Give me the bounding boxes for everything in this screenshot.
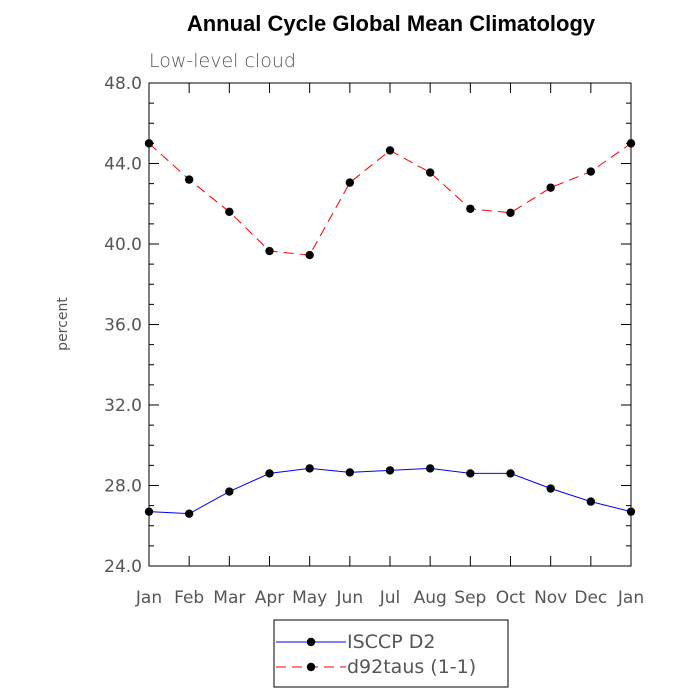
y-tick-label: 40.0	[104, 235, 142, 255]
x-tick-label: Jul	[379, 588, 401, 608]
y-tick-label: 44.0	[104, 155, 142, 175]
y-axis-label: percent	[55, 297, 71, 351]
data-point	[506, 469, 515, 478]
data-point	[144, 139, 154, 148]
data-point	[345, 178, 355, 187]
legend-label-2: d92taus (1-1)	[347, 656, 476, 678]
data-point	[345, 468, 355, 477]
data-point	[626, 507, 636, 516]
x-tick-label: Mar	[213, 588, 245, 608]
data-point	[466, 469, 475, 478]
data-point	[225, 487, 234, 496]
legend-marker-2	[306, 662, 316, 672]
data-point	[385, 466, 395, 475]
data-point	[184, 175, 194, 184]
legend-marker-1	[306, 637, 316, 647]
x-tick-label: Jan	[135, 588, 162, 608]
y-tick-label: 32.0	[104, 396, 142, 416]
x-tick-label: Sep	[454, 588, 486, 608]
data-point	[265, 469, 274, 478]
data-point	[586, 497, 596, 506]
y-tick-label: 28.0	[104, 477, 142, 497]
series-line-1	[148, 467, 632, 515]
data-point	[305, 250, 314, 260]
data-point	[385, 146, 395, 155]
data-point	[265, 246, 274, 256]
data-point	[546, 484, 555, 493]
chart-title: Annual Cycle Global Mean Climatology	[187, 11, 596, 36]
data-point	[184, 509, 194, 518]
data-point	[466, 204, 475, 213]
data-point	[586, 167, 596, 176]
x-tick-label: Jan	[617, 588, 644, 608]
data-point	[225, 207, 234, 216]
x-tick-label: Dec	[574, 588, 607, 608]
x-tick-label: Nov	[534, 588, 567, 608]
x-tick-label: Oct	[496, 588, 526, 608]
y-tick-label: 48.0	[104, 74, 142, 94]
x-tick-label: Feb	[174, 588, 204, 608]
y-tick-label: 24.0	[104, 557, 142, 577]
x-tick-label: May	[292, 588, 327, 608]
x-tick-label: Jun	[336, 588, 364, 608]
data-point	[425, 168, 435, 177]
data-point	[506, 208, 515, 218]
data-point	[626, 139, 636, 148]
legend-box	[273, 619, 509, 688]
y-tick-label: 36.0	[104, 316, 142, 336]
series-line-2	[148, 142, 632, 256]
data-point	[425, 464, 435, 473]
x-tick-label: Apr	[255, 588, 284, 608]
legend-label-1: ISCCP D2	[347, 631, 435, 653]
x-tick-label: Aug	[414, 588, 447, 608]
data-point	[546, 183, 555, 192]
data-point	[144, 507, 154, 516]
chart-subtitle: Low-level cloud	[149, 50, 296, 72]
plot-frame	[148, 82, 632, 567]
data-point	[305, 464, 314, 473]
